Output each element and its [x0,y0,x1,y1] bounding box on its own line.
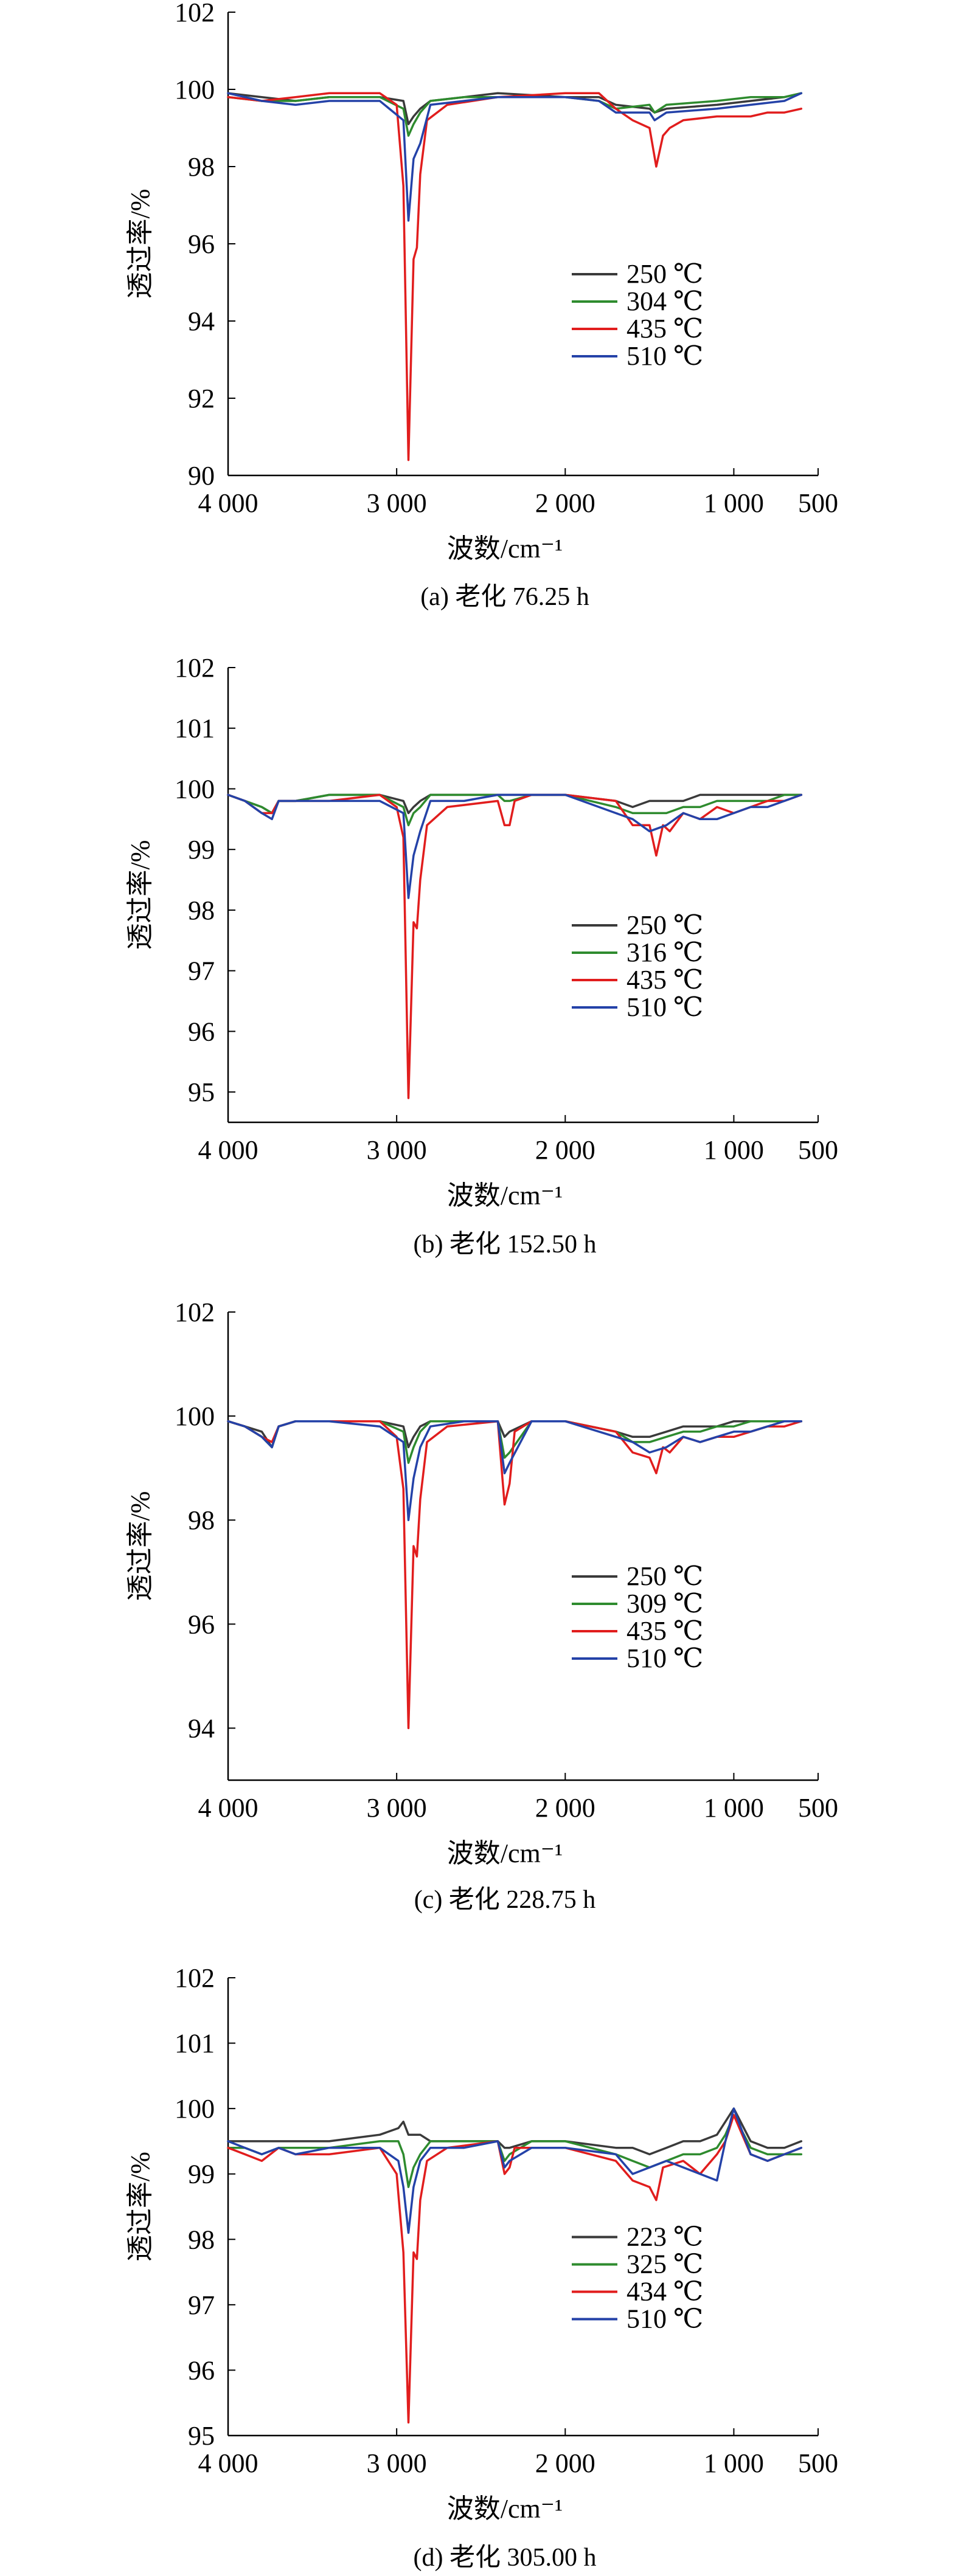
chart-panel: 90 92 94 96 98 100 102 4 000 3 000 2 000 1 000 500 波… [125,0,838,611]
series-line [227,2107,803,2234]
y-tick-label: 96 [188,1609,215,1639]
y-tick-label: 99 [188,835,215,865]
legend-label: 250 ℃ [627,1561,703,1591]
legend-label: 435 ℃ [627,314,703,344]
x-tick-label: 3 000 [367,488,427,518]
x-tick-label: 1 000 [704,1793,764,1823]
y-tick-label: 102 [175,653,215,683]
y-axis-label: 透过率/% [125,189,155,299]
chart-caption: (d) 老化 305.00 h [414,2544,597,2572]
legend-label: 510 ℃ [627,992,703,1022]
x-tick-label: 4 000 [198,2448,259,2478]
legend-label: 435 ℃ [627,965,703,995]
x-tick-label: 2 000 [535,1135,595,1165]
legend-label: 304 ℃ [627,286,703,316]
legend-label: 316 ℃ [627,938,703,967]
series-line [227,793,803,1099]
x-tick-label: 2 000 [535,2448,595,2478]
series-line [227,2107,803,2156]
y-tick-label: 101 [175,2029,215,2059]
y-tick-label: 98 [188,896,215,925]
y-tick-label: 98 [188,2225,215,2254]
series-line [227,1420,803,1730]
y-tick-label: 94 [188,1713,215,1743]
chart-caption: (c) 老化 228.75 h [414,1886,596,1914]
x-tick-label: 2 000 [535,488,595,518]
chart-caption: (b) 老化 152.50 h [414,1231,597,1259]
series-line [227,92,803,222]
y-tick-label: 102 [175,1963,215,1993]
y-axis-label: 透过率/% [125,1491,155,1601]
x-axis-label: 波数/cm⁻¹ [447,2494,563,2524]
x-tick-label: 500 [798,1135,838,1165]
y-tick-label: 102 [175,1297,215,1327]
legend-label: 435 ℃ [627,1616,703,1646]
y-tick-label: 99 [188,2160,215,2189]
series-line [227,793,803,827]
legend-label: 510 ℃ [627,341,703,371]
x-axis-label: 波数/cm⁻¹ [447,1181,563,1210]
chart-panel: 94 96 98 100 102 4 000 3 000 2 000 1 000 500 波数/cm… [125,1297,838,1914]
x-tick-label: 500 [798,488,838,518]
y-tick-label: 92 [188,384,215,413]
y-tick-label: 97 [188,956,215,986]
y-tick-label: 96 [188,1017,215,1046]
series-line [227,92,803,137]
legend-label: 510 ℃ [627,2304,703,2334]
legend-label: 223 ℃ [627,2222,703,2252]
x-tick-label: 500 [798,2448,838,2478]
y-tick-label: 90 [188,461,215,491]
legend-label: 250 ℃ [627,910,703,940]
series-line [227,2114,803,2188]
y-axis-label: 透过率/% [125,2152,155,2262]
series-line [227,1420,803,1521]
legend-label: 250 ℃ [627,259,703,289]
x-tick-label: 3 000 [367,2448,427,2478]
y-tick-label: 98 [188,1505,215,1535]
y-tick-label: 97 [188,2290,215,2320]
y-tick-label: 100 [175,2094,215,2124]
series-line [227,793,803,899]
y-tick-label: 100 [175,75,215,105]
x-tick-label: 4 000 [198,488,259,518]
x-tick-label: 4 000 [198,1793,259,1823]
x-axis-label: 波数/cm⁻¹ [447,1839,563,1868]
y-tick-label: 96 [188,229,215,259]
y-tick-label: 95 [188,1077,215,1107]
chart-caption: (a) 老化 76.25 h [420,583,589,611]
x-tick-label: 500 [798,1793,838,1823]
x-tick-label: 1 000 [704,1135,764,1165]
y-tick-label: 95 [188,2421,215,2451]
x-tick-label: 4 000 [198,1135,259,1165]
x-tick-label: 3 000 [367,1135,427,1165]
legend-label: 510 ℃ [627,1643,703,1673]
y-tick-label: 100 [175,774,215,804]
legend-label: 434 ℃ [627,2277,703,2307]
y-axis-label: 透过率/% [125,840,155,950]
legend-label: 325 ℃ [627,2250,703,2279]
y-tick-label: 101 [175,714,215,744]
y-tick-label: 98 [188,152,215,182]
legend-label: 309 ℃ [627,1589,703,1618]
chart-panel: 95 96 97 98 99 100 101 102 4 000 3 000 2 000 1 000 5… [125,1963,838,2572]
x-tick-label: 1 000 [704,488,764,518]
x-axis-label: 波数/cm⁻¹ [447,534,563,564]
y-tick-label: 96 [188,2355,215,2385]
x-tick-label: 1 000 [704,2448,764,2478]
chart-panel: 95 96 97 98 99 100 101 102 4 000 3 000 2 000 1 000 5… [125,653,838,1259]
series-line [227,2114,803,2424]
x-tick-label: 3 000 [367,1793,427,1823]
y-tick-label: 102 [175,0,215,27]
series-line [227,92,803,461]
x-tick-label: 2 000 [535,1793,595,1823]
y-tick-label: 94 [188,306,215,336]
y-tick-label: 100 [175,1401,215,1431]
